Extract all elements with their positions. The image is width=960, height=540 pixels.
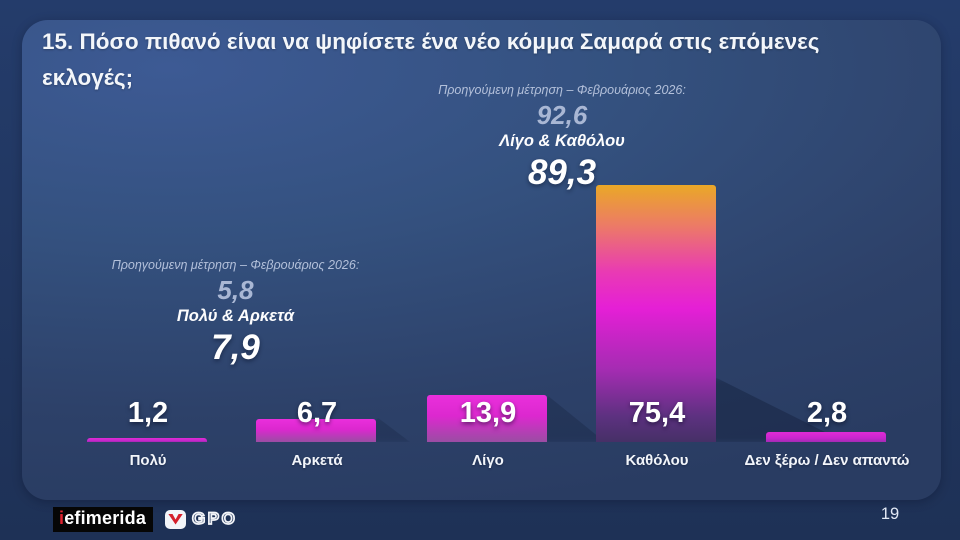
- bar-1: [87, 438, 207, 442]
- bar-value-label: 6,7: [296, 397, 338, 429]
- bar-value-label: 13,9: [459, 397, 517, 429]
- bar-value-label: 2,8: [806, 397, 848, 429]
- gpo-logo-text: GPO: [191, 508, 238, 529]
- gpo-logo-icon: [165, 509, 187, 529]
- footer-logos: iefimerida GPO: [53, 506, 237, 532]
- iefimerida-logo-prefix: i: [59, 507, 65, 528]
- annotation-previous-value: 92,6: [536, 100, 588, 130]
- bar-5: [766, 432, 886, 442]
- bar-3: [427, 395, 547, 442]
- title-line-2: εκλογές;: [42, 65, 134, 90]
- annotation-group: Πολύ & Αρκετά: [176, 307, 295, 326]
- page-title: 15. Πόσο πιθανό είναι να ψηφίσετε ένα νέ…: [42, 24, 922, 96]
- annotation-current-value: 89,3: [527, 153, 597, 193]
- annotation-previous-value: 5,8: [217, 275, 254, 305]
- annotation-label: Προηγούμενη μέτρηση – Φεβρουάριος 2026:: [111, 258, 360, 272]
- annotation-group: Λίγο & Καθόλου: [499, 132, 625, 151]
- bar-value-label: 1,2: [127, 397, 169, 429]
- iefimerida-logo-text: efimerida: [64, 507, 147, 528]
- gpo-logo: GPO: [165, 508, 238, 529]
- category-label: Λίγο: [472, 452, 504, 469]
- annotation-current-value: 7,9: [211, 328, 260, 368]
- bar-value-label: 75,4: [628, 397, 686, 429]
- category-label: Καθόλου: [625, 452, 689, 469]
- category-label: Πολύ: [129, 452, 167, 469]
- annotation-previous-measurement-top: Προηγούμενη μέτρηση – Φεβρουάριος 2026: …: [417, 83, 707, 193]
- annotation-previous-measurement-left: Προηγούμενη μέτρηση – Φεβρουάριος 2026: …: [93, 258, 378, 368]
- annotation-label: Προηγούμενη μέτρηση – Φεβρουάριος 2026:: [438, 83, 686, 97]
- iefimerida-logo: iefimerida: [53, 506, 154, 532]
- page-number: 19: [880, 505, 900, 523]
- bar-4: [596, 185, 716, 442]
- category-label: Αρκετά: [291, 452, 343, 469]
- category-label: Δεν ξέρω / Δεν απαντώ: [744, 452, 910, 469]
- title-line-1: 15. Πόσο πιθανό είναι να ψηφίσετε ένα νέ…: [42, 29, 820, 54]
- bar-2: [256, 419, 376, 442]
